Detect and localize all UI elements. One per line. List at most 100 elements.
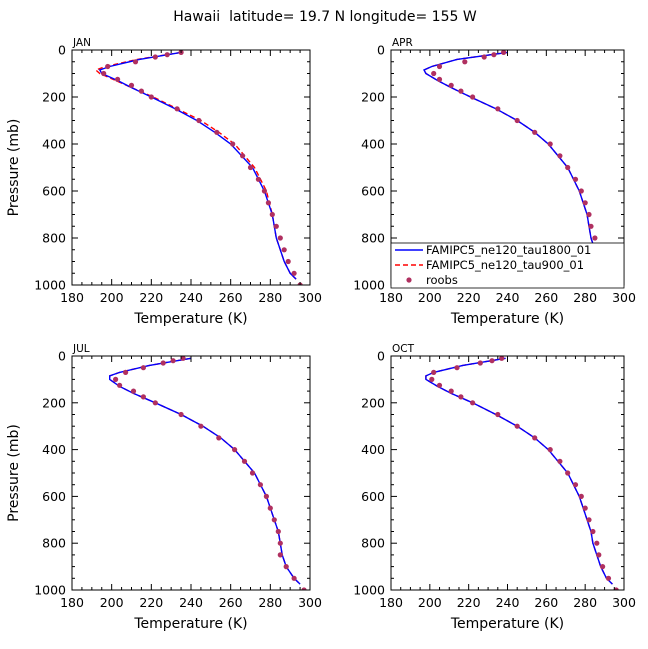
roobs-point <box>594 540 600 546</box>
roobs-point <box>431 369 437 375</box>
roobs-point <box>600 564 606 570</box>
y-tick-label: 600 <box>42 184 66 199</box>
roobs-point <box>160 360 166 366</box>
roobs-point <box>170 358 176 364</box>
y-axis-label: Pressure (mb) <box>6 119 22 217</box>
y-tick-label: 400 <box>42 137 66 152</box>
roobs-point <box>590 528 596 535</box>
roobs-point <box>458 88 464 94</box>
series-line-tau1800 <box>108 357 301 585</box>
roobs-point <box>132 59 139 65</box>
x-tick-label: 220 <box>139 595 163 610</box>
roobs-point <box>547 141 553 147</box>
roobs-point <box>101 70 107 77</box>
legend-box <box>390 242 625 289</box>
roobs-point <box>578 493 584 499</box>
roobs-point <box>532 435 538 441</box>
roobs-point <box>431 70 437 77</box>
roobs-point <box>596 552 602 558</box>
panel-jan: 180 200 220 240 260 280 300 0 200 400 600 800 1000 JA… <box>6 37 322 327</box>
roobs-point <box>240 153 246 159</box>
series-line-tau900 <box>425 357 613 585</box>
roobs-point <box>277 552 283 558</box>
x-tick-label: 220 <box>139 290 163 305</box>
roobs-point <box>273 223 279 229</box>
roobs-point <box>263 493 269 499</box>
x-axis-label: Temperature (K) <box>450 311 564 327</box>
y-tick-label: 200 <box>42 395 66 410</box>
roobs-point <box>230 141 236 147</box>
roobs-point <box>285 258 291 265</box>
x-tick-label: 280 <box>258 290 282 305</box>
roobs-point <box>123 369 129 375</box>
roobs-point <box>269 211 275 218</box>
roobs-point <box>301 587 307 590</box>
x-tick-label: 180 <box>379 595 403 610</box>
x-tick-label: 300 <box>298 290 322 305</box>
roobs-point <box>436 382 443 388</box>
roobs-point <box>148 94 154 100</box>
legend-label-tau900: FAMIPC5_ne120_tau900_01 <box>426 258 584 272</box>
roobs-point <box>128 82 135 88</box>
roobs-point <box>565 470 571 476</box>
roobs-point <box>257 482 263 488</box>
y-tick-label: 200 <box>42 90 66 105</box>
roobs-point <box>532 129 538 135</box>
roobs-point <box>477 360 483 366</box>
plot-frame <box>71 355 311 591</box>
roobs-point <box>140 394 146 400</box>
roobs-point <box>117 382 123 388</box>
roobs-point <box>557 458 563 464</box>
roobs-point <box>174 106 180 112</box>
roobs-point <box>491 52 497 58</box>
y-tick-label: 0 <box>377 349 385 364</box>
roobs-point <box>489 358 495 364</box>
roobs-point <box>291 575 297 581</box>
roobs-point <box>462 59 468 65</box>
x-tick-label: 280 <box>573 595 597 610</box>
roobs-point <box>586 211 592 218</box>
roobs-point <box>105 63 111 70</box>
panel-label: JUL <box>72 343 90 355</box>
x-axis-label: Temperature (K) <box>450 616 564 632</box>
y-tick-label: 0 <box>58 43 66 58</box>
panel-jul: 180 200 220 240 260 280 300 0 200 400 600 800 1000 JU… <box>6 343 322 632</box>
y-axis-label: Pressure (mb) <box>6 424 22 522</box>
x-tick-label: 300 <box>612 595 636 610</box>
roobs-point <box>501 50 507 55</box>
roobs-point <box>495 106 501 112</box>
roobs-point <box>592 235 598 241</box>
x-axis-label: Temperature (K) <box>133 616 247 632</box>
y-tick-label: 600 <box>42 489 66 504</box>
y-tick-label: 200 <box>361 395 385 410</box>
roobs-point <box>113 376 119 382</box>
x-tick-label: 260 <box>219 290 243 305</box>
roobs-point <box>180 356 186 361</box>
roobs-point <box>247 164 254 171</box>
y-tick-label: 0 <box>377 43 385 58</box>
x-tick-label: 220 <box>457 595 481 610</box>
roobs-point <box>470 94 476 100</box>
x-axis-label: Temperature (K) <box>133 311 247 327</box>
roobs-point <box>241 458 248 464</box>
y-tick-label: 1000 <box>34 278 66 293</box>
roobs-point <box>454 365 460 371</box>
y-tick-label: 800 <box>361 536 385 551</box>
figure-title: Hawaii latitude= 19.7 N longitude= 155 W <box>173 9 477 25</box>
roobs-point <box>448 388 454 394</box>
x-tick-label: 240 <box>179 290 203 305</box>
roobs-point <box>130 388 137 394</box>
roobs-point <box>275 528 281 535</box>
roobs-point <box>436 63 443 70</box>
roobs-point <box>198 423 204 429</box>
roobs-point <box>291 270 297 276</box>
x-tick-label: 200 <box>418 290 442 305</box>
panel-label: OCT <box>392 343 415 355</box>
x-tick-label: 260 <box>534 290 558 305</box>
x-tick-label: 200 <box>100 290 124 305</box>
panel-oct: 180 200 220 240 260 280 300 0 200 400 600 800 1000 OC… <box>353 343 636 632</box>
roobs-point <box>164 52 170 58</box>
roobs-point <box>586 517 592 523</box>
panel-label: JAN <box>72 37 91 49</box>
